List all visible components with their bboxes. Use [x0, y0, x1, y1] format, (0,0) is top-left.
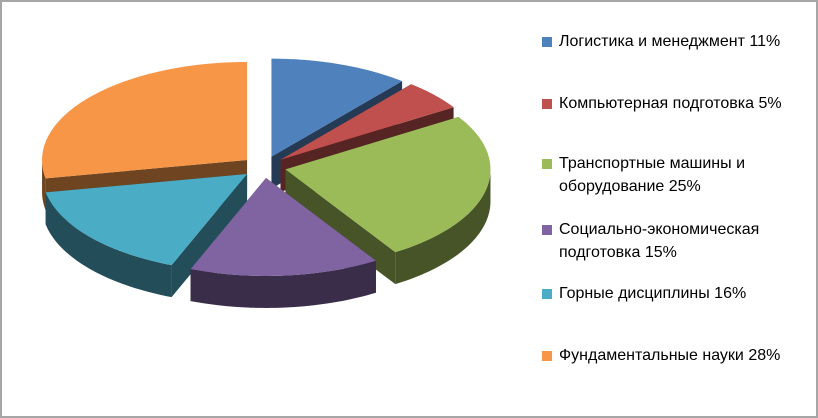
- legend-label: Фундаментальные науки: [559, 347, 744, 364]
- legend-label: Горные дисциплины: [559, 285, 710, 302]
- slice-top: [190, 177, 376, 276]
- legend-value: 28%: [748, 347, 781, 364]
- legend-swatch: [542, 225, 552, 235]
- legend-value: 11%: [749, 33, 781, 50]
- slice-top: [45, 174, 248, 266]
- legend-value: 25%: [668, 178, 701, 195]
- legend-item: Фундаментальные науки 28%: [542, 344, 791, 367]
- slice-top: [285, 116, 491, 253]
- slice-top: [42, 61, 248, 179]
- pie-area: [42, 58, 491, 308]
- slice-top: [280, 84, 454, 160]
- pie-slice: [190, 177, 376, 308]
- legend-item: Транспортные машины и оборудование 25%: [542, 152, 791, 198]
- legend-item: Логистика и менеджмент 11%: [542, 30, 791, 53]
- legend-label: Компьютерная подготовка: [559, 95, 755, 112]
- legend-swatch: [542, 99, 552, 109]
- pie-slice: [45, 174, 248, 298]
- legend-item: Социально-экономическая подготовка 15%: [542, 218, 791, 264]
- legend-item: Компьютерная подготовка 5%: [542, 92, 791, 115]
- legend-label: Транспортные машины и оборудование: [559, 155, 746, 195]
- legend-value: 16%: [714, 285, 747, 302]
- legend-label: Логистика и менеджмент: [559, 33, 745, 50]
- slice-rim: [395, 169, 491, 285]
- legend-item: Горные дисциплины 16%: [542, 282, 791, 305]
- slice-top: [271, 58, 403, 157]
- legend-swatch: [542, 351, 552, 361]
- slice-rim: [45, 192, 172, 298]
- legend-value: 15%: [644, 244, 677, 261]
- slice-rim: [42, 159, 46, 211]
- legend-label: Социально-экономическая подготовка: [559, 221, 760, 261]
- slice-rim: [190, 260, 376, 308]
- legend-value: 5%: [758, 95, 782, 112]
- legend-swatch: [542, 37, 552, 47]
- legend-swatch: [542, 289, 552, 299]
- legend-swatch: [542, 159, 552, 169]
